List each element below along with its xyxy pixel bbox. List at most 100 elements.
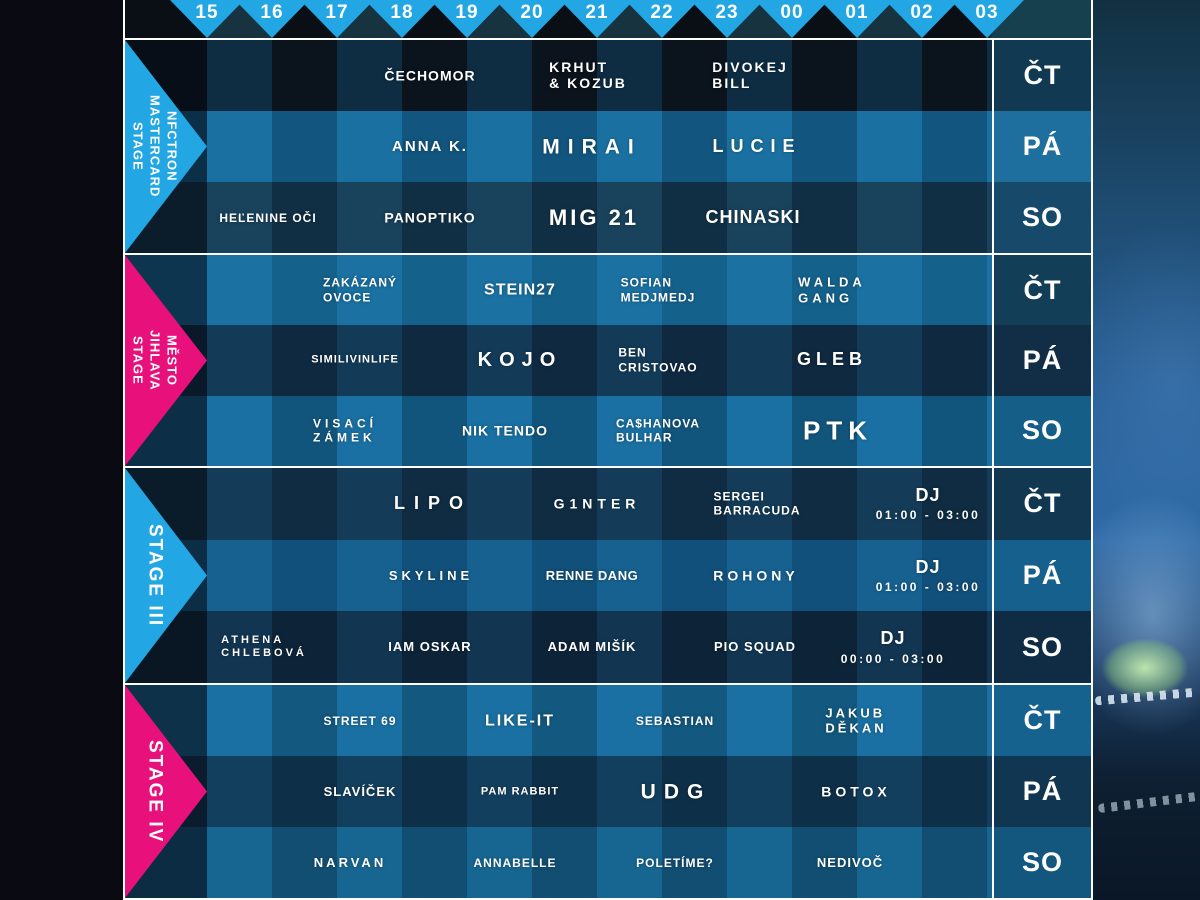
act-line: OVOCE	[323, 290, 372, 305]
act-line: CHLEBOVÁ	[221, 647, 307, 660]
act-line: HEĽENINE OČI	[219, 210, 317, 225]
act-line: G1NTER	[553, 495, 641, 512]
act-label: ČECHOMOR	[384, 67, 475, 84]
act-line: ADAM MIŠÍK	[547, 639, 637, 655]
stage-name-line: JIHLAVA	[147, 330, 163, 391]
time-triangle-02: 02	[885, 0, 959, 38]
day-label-ČT: ČT	[994, 685, 1091, 756]
act-line: CRISTOVAO	[618, 360, 698, 375]
act-line: UDG	[640, 779, 712, 803]
act-label: SOFIAN MEDJMEDJ	[621, 276, 696, 305]
act-label: PIO SQUAD	[714, 639, 796, 655]
act-line: PANOPTIKO	[384, 209, 476, 226]
act-label: SEBASTIAN	[636, 713, 714, 727]
separator-line	[125, 683, 1091, 685]
act-line: LIPO	[393, 493, 473, 514]
act-line: LIKE-IT	[485, 711, 555, 729]
schedule-row-nfctron-mastercard-stage-SO: HEĽENINE OČI PANOPTIKO MIG 21 CHINASKI	[125, 182, 992, 253]
act-label: ANNA K.	[392, 138, 468, 156]
act-line: CHINASKI	[705, 206, 801, 227]
time-triangle-16: 16	[235, 0, 309, 38]
day-label-column: ČT PÁ SO ČT PÁ SO ČT PÁ SO ČT PÁ SO	[992, 40, 1091, 898]
act-label: STEIN27	[484, 281, 556, 300]
separator-line	[994, 253, 1091, 255]
act-line: DIVOKEJ	[712, 58, 788, 75]
act-line: BOTOX	[821, 783, 891, 800]
act-label: SIMILIVINLIFE	[311, 354, 399, 367]
act-line: PTK	[803, 415, 873, 446]
act-label: SLAVÍČEK	[324, 784, 397, 800]
act-line: PIO SQUAD	[714, 639, 796, 655]
time-triangle-01: 01	[820, 0, 894, 38]
stage-group-stage-iii: LIPO G1NTER SERGEI BARRACUDA DJ 01:00 - 03:00…	[125, 468, 1091, 684]
act-label: DIVOKEJ BILL	[712, 59, 787, 93]
act-label: ZAKÁZANÝ OVOCE	[323, 276, 397, 305]
act-label: G1NTER	[554, 495, 641, 512]
act-line: 00:00 - 03:00	[840, 651, 946, 666]
time-label: 02	[910, 2, 934, 23]
stage-name-line: STAGE III	[144, 523, 166, 628]
day-label-SO: SO	[994, 182, 1091, 253]
day-label-ČT: ČT	[994, 40, 1091, 111]
act-label: RENNE DANG	[546, 568, 638, 584]
day-group-mesto-jihlava-stage: ČT PÁ SO	[994, 255, 1091, 466]
time-triangle-17: 17	[300, 0, 374, 38]
act-label: GLEB	[797, 350, 867, 372]
day-label-ČT: ČT	[994, 255, 1091, 326]
act-line: BULHAR	[615, 430, 673, 445]
act-line: BEN	[618, 346, 647, 361]
act-line: NARVAN	[313, 854, 387, 870]
schedule-row-mesto-jihlava-stage-ČT: ZAKÁZANÝ OVOCE STEIN27 SOFIAN MEDJMEDJ WALDA G…	[125, 255, 992, 326]
act-line: & KOZUB	[549, 75, 627, 92]
schedule-row-mesto-jihlava-stage-PÁ: SIMILIVINLIFE KOJO BEN CRISTOVAO GLEB	[125, 325, 992, 396]
act-label: SKYLINE	[389, 568, 473, 584]
separator-line	[125, 253, 1091, 255]
separator-line	[125, 38, 1091, 40]
time-label: 22	[650, 2, 674, 23]
act-line: NIK TENDO	[462, 422, 548, 439]
stage-name: STAGE IV	[142, 740, 167, 843]
act-line: ANNA K.	[392, 137, 468, 155]
act-label: PTK	[803, 415, 873, 446]
stage-name: MĚSTO JIHLAVA STAGE	[129, 330, 180, 391]
time-triangle-21: 21	[560, 0, 634, 38]
act-line: ČECHOMOR	[384, 67, 476, 84]
act-label: CA$HANOVA BULHAR	[616, 416, 700, 445]
act-label: MIRAI	[542, 134, 642, 159]
time-label: 18	[390, 2, 414, 23]
act-line: KOJO	[477, 349, 563, 372]
act-line: ROHONY	[713, 567, 799, 584]
act-line: STREET 69	[323, 713, 397, 728]
act-line: JAKUB	[825, 704, 886, 720]
act-line: LUCIE	[712, 135, 802, 156]
act-label: BEN CRISTOVAO	[618, 346, 697, 375]
act-line: NEDIVOČ	[816, 854, 884, 870]
time-triangle-23: 23	[690, 0, 764, 38]
act-line: MIG 21	[548, 204, 640, 230]
time-triangle-20: 20	[495, 0, 569, 38]
day-label-ČT: ČT	[994, 468, 1091, 540]
schedule-row-stage-iv-SO: NARVAN ANNABELLE POLETÍME? NEDIVOČ	[125, 827, 992, 898]
act-label: DJ 01:00 - 03:00	[876, 557, 981, 595]
act-label: MIG 21	[549, 204, 639, 230]
day-group-stage-iii: ČT PÁ SO	[994, 468, 1091, 684]
day-group-stage-iv: ČT PÁ SO	[994, 685, 1091, 898]
separator-line	[994, 683, 1091, 685]
time-label: 21	[585, 2, 609, 23]
day-label-PÁ: PÁ	[994, 756, 1091, 827]
act-label: SERGEI BARRACUDA	[714, 489, 801, 518]
day-label-PÁ: PÁ	[994, 325, 1091, 396]
act-label: LIPO	[394, 493, 472, 515]
time-triangle-00: 00	[755, 0, 829, 38]
act-line: SOFIAN	[620, 275, 672, 290]
background-photo-left	[0, 0, 123, 900]
act-line: BILL	[712, 75, 752, 92]
act-line: ATHENA	[221, 633, 285, 646]
day-label-PÁ: PÁ	[994, 539, 1091, 612]
act-line: STEIN27	[484, 281, 556, 299]
stage-name-line: MASTERCARD	[147, 95, 163, 198]
act-label: PAM RABBIT	[481, 785, 559, 798]
time-label: 23	[715, 2, 739, 23]
act-label: CHINASKI	[705, 207, 800, 229]
